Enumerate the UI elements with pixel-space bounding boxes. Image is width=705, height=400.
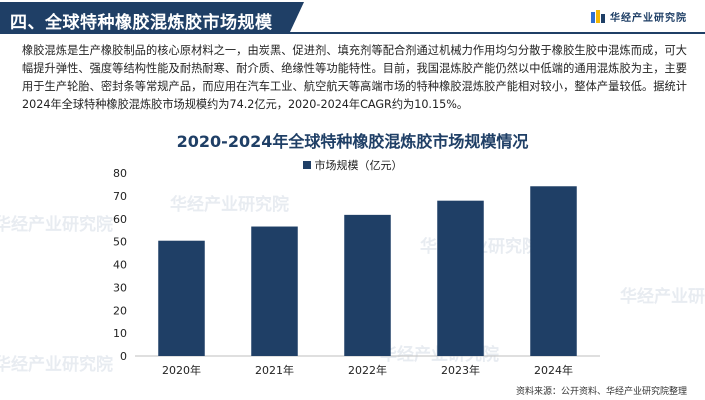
- watermark-text: 华经产业研究院: [170, 195, 289, 215]
- y-tick-label: 40: [113, 259, 127, 272]
- header-rule: [0, 32, 705, 34]
- section-title-box: 四、全球特种橡胶混炼胶市场规模: [0, 2, 304, 33]
- y-tick-label: 0: [120, 350, 127, 363]
- bar: [530, 186, 577, 356]
- header-bar: 四、全球特种橡胶混炼胶市场规模 华经产业研究院: [0, 0, 705, 34]
- y-tick-label: 10: [113, 327, 127, 340]
- y-tick-label: 30: [113, 281, 127, 294]
- y-tick-label: 70: [113, 190, 127, 203]
- brand: 华经产业研究院: [591, 9, 687, 24]
- watermark-text: 华经产业研究院: [0, 355, 113, 375]
- brand-logo-icon: [591, 9, 605, 23]
- brand-logo-bar-3: [601, 13, 605, 23]
- legend-swatch: [302, 161, 311, 169]
- brand-logo-bar-1: [591, 11, 595, 23]
- bar: [251, 226, 298, 356]
- brand-logo-bar-2: [596, 9, 600, 23]
- y-tick-label: 50: [113, 236, 127, 249]
- watermark-text: 华经产业研究院: [0, 215, 113, 235]
- x-tick-label: 2020年: [162, 363, 201, 377]
- bar: [158, 240, 205, 356]
- intro-paragraph: 橡胶混炼是生产橡胶制品的核心原材料之一，由炭黑、促进剂、填充剂等配合剂通过机械力…: [22, 44, 687, 111]
- x-tick-label: 2023年: [441, 363, 480, 377]
- x-tick-label: 2021年: [255, 363, 294, 377]
- legend-label: 市场规模（亿元）: [314, 159, 403, 172]
- bar: [437, 200, 484, 356]
- chart-legend: 市场规模（亿元）: [0, 157, 705, 173]
- y-tick-label: 20: [113, 304, 127, 317]
- x-tick-label: 2024年: [534, 363, 573, 377]
- y-tick-label: 80: [113, 167, 127, 180]
- chart-title: 2020-2024年全球特种橡胶混炼胶市场规模情况: [176, 132, 529, 151]
- x-tick-label: 2022年: [348, 363, 387, 377]
- section-title: 四、全球特种橡胶混炼胶市场规模: [10, 13, 273, 33]
- source-note: 资料来源：公开资料、华经产业研究院整理: [515, 387, 687, 397]
- watermark-text: 华经产业研究院: [620, 287, 705, 307]
- brand-name: 华经产业研究院: [610, 13, 687, 24]
- y-tick-label: 60: [113, 213, 127, 226]
- bar: [344, 214, 391, 356]
